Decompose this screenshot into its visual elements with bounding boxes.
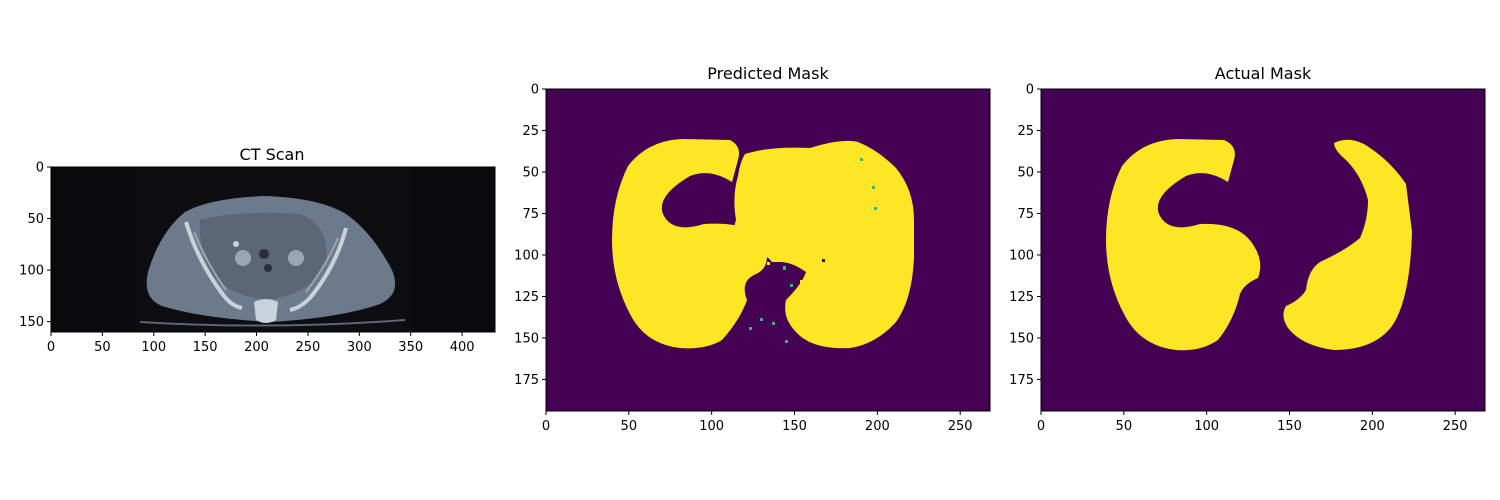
- predicted-mask-ytick-label: 150: [514, 331, 539, 346]
- predicted-mask-ytick-label: 50: [522, 165, 539, 180]
- predicted-mask-xtick-label: 200: [865, 419, 890, 434]
- predicted-mask-ytick-label: 175: [514, 373, 539, 388]
- actual-mask-ytick-label: 100: [1009, 248, 1034, 263]
- actual-mask-ytick-label: 0: [1026, 83, 1034, 98]
- ct-scan-ytick-label: 50: [27, 212, 44, 227]
- ct-scan-panel: CT Scan 0 50 100 150 200 250 300 350 400: [19, 145, 496, 355]
- predicted-mask-xtick-label: 50: [621, 419, 638, 434]
- ct-scan-ytick-label: 0: [36, 161, 44, 176]
- predicted-mask-panel: Predicted Mask 0 50 100 150 200 250 0 25 50 75 100…: [514, 64, 991, 434]
- actual-mask-xtick-label: 100: [1194, 419, 1219, 434]
- ct-scan-xtick-label: 300: [347, 340, 372, 355]
- predicted-mask-frame: [545, 88, 991, 412]
- ct-scan-axes: 0 50 100 150 200 250 300 350 400 0 50 100 150: [19, 161, 496, 355]
- predicted-mask-ytick-label: 25: [522, 124, 539, 139]
- predicted-mask-xtick-label: 250: [948, 419, 973, 434]
- actual-mask-ytick-label: 125: [1009, 290, 1034, 305]
- actual-mask-ytick-label: 25: [1017, 124, 1034, 139]
- predicted-mask-image: [546, 89, 990, 411]
- ct-scan-xtick-label: 400: [450, 340, 475, 355]
- actual-mask-xtick-label: 50: [1116, 419, 1133, 434]
- actual-mask-ytick-label: 75: [1017, 207, 1034, 222]
- actual-mask-xtick-label: 200: [1360, 419, 1385, 434]
- actual-mask-axes: 0 50 100 150 200 250 0 25 50 75 100 125 150 175: [1009, 83, 1486, 434]
- actual-mask-image: [1041, 89, 1485, 411]
- ct-scan-xtick-label: 250: [296, 340, 321, 355]
- actual-mask-ytick-label: 50: [1017, 165, 1034, 180]
- ct-scan-title: CT Scan: [240, 145, 305, 164]
- ct-scan-image: [51, 167, 495, 332]
- actual-mask-frame: [1040, 88, 1486, 412]
- actual-mask-title: Actual Mask: [1215, 64, 1312, 83]
- ct-scan-xtick-label: 100: [141, 340, 166, 355]
- ct-scan-xtick-label: 350: [398, 340, 423, 355]
- actual-mask-xtick-label: 0: [1037, 419, 1045, 434]
- ct-scan-xtick-label: 150: [193, 340, 218, 355]
- predicted-mask-xtick-label: 0: [542, 419, 550, 434]
- ct-scan-xtick-label: 0: [47, 340, 55, 355]
- predicted-mask-ytick-label: 75: [522, 207, 539, 222]
- predicted-mask-xtick-label: 150: [782, 419, 807, 434]
- ct-scan-xtick-label: 200: [244, 340, 269, 355]
- predicted-mask-ytick-label: 100: [514, 248, 539, 263]
- predicted-mask-ytick-label: 0: [531, 83, 539, 98]
- predicted-mask-title: Predicted Mask: [707, 64, 829, 83]
- actual-mask-xtick-label: 150: [1277, 419, 1302, 434]
- ct-scan-frame: [50, 166, 496, 333]
- actual-mask-ytick-label: 175: [1009, 373, 1034, 388]
- predicted-mask-ytick-label: 125: [514, 290, 539, 305]
- actual-mask-panel: Actual Mask 0 50 100 150 200 250 0 25 50 75 100 125…: [1009, 64, 1486, 434]
- actual-mask-xtick-label: 250: [1443, 419, 1468, 434]
- predicted-mask-xtick-label: 100: [699, 419, 724, 434]
- ct-scan-ytick-label: 100: [19, 264, 44, 279]
- ct-scan-xtick-label: 50: [94, 340, 111, 355]
- predicted-mask-axes: 0 50 100 150 200 250 0 25 50 75 100 125 150 175: [514, 83, 991, 434]
- ct-scan-ytick-label: 150: [19, 315, 44, 330]
- actual-mask-ytick-label: 150: [1009, 331, 1034, 346]
